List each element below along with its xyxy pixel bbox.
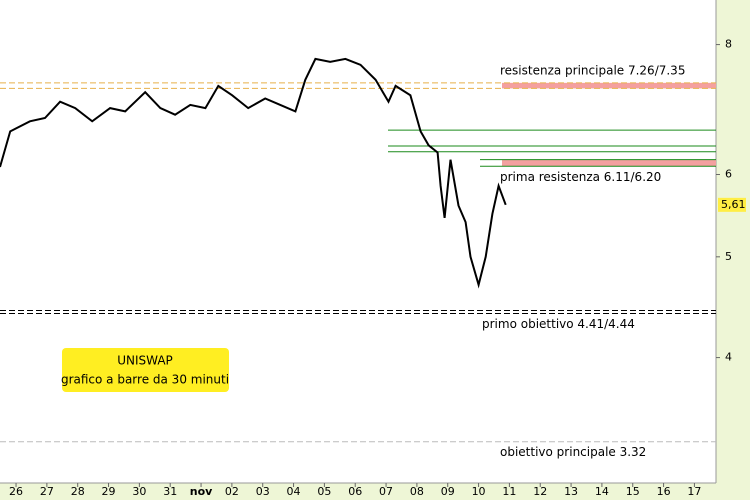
x-tick-label: 29: [102, 485, 116, 498]
x-tick-label: 13: [564, 485, 578, 498]
x-tick-label: 07: [379, 485, 393, 498]
y-tick-label: 5: [725, 250, 732, 263]
y-axis-panel: [716, 0, 750, 500]
level-label: prima resistenza 6.11/6.20: [500, 170, 661, 184]
info-title: UNISWAP: [117, 354, 173, 368]
x-tick-label: 09: [441, 485, 455, 498]
last-price-label: 5,61: [721, 198, 746, 211]
x-tick-label: 08: [410, 485, 424, 498]
y-tick-label: 8: [725, 38, 732, 51]
x-tick-label: 27: [40, 485, 54, 498]
y-tick-label: 6: [725, 167, 732, 180]
x-tick-label: 06: [348, 485, 362, 498]
x-tick-label: 05: [317, 485, 331, 498]
info-subtitle: grafico a barre da 30 minuti: [61, 373, 229, 387]
level-label: resistenza principale 7.26/7.35: [500, 63, 685, 77]
y-tick-label: 4: [725, 351, 732, 364]
x-tick-label: 04: [287, 485, 301, 498]
x-tick-label: 31: [163, 485, 177, 498]
plot-area: [0, 0, 716, 483]
price-line: [0, 57, 507, 289]
x-tick-label: 12: [533, 485, 547, 498]
x-tick-label: nov: [190, 485, 213, 498]
x-tick-label: 02: [225, 485, 239, 498]
x-tick-label: 16: [657, 485, 671, 498]
level-label: primo obiettivo 4.41/4.44: [482, 317, 635, 331]
x-tick-label: 30: [132, 485, 146, 498]
info-box: [62, 348, 229, 392]
resistance-band: [502, 82, 716, 89]
x-tick-label: 11: [502, 485, 516, 498]
level-label: obiettivo principale 3.32: [500, 445, 646, 459]
x-tick-label: 10: [472, 485, 486, 498]
last-price-box: [718, 197, 746, 212]
x-tick-label: 26: [9, 485, 23, 498]
resistance-band: [502, 159, 716, 167]
x-axis-panel: [0, 483, 750, 500]
x-tick-label: 03: [256, 485, 270, 498]
x-tick-label: 28: [71, 485, 85, 498]
x-tick-label: 15: [626, 485, 640, 498]
x-tick-label: 17: [687, 485, 701, 498]
x-tick-label: 14: [595, 485, 609, 498]
